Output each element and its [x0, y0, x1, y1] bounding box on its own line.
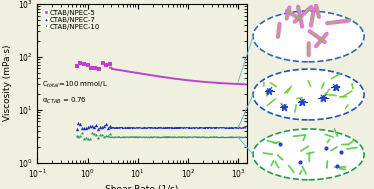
Ellipse shape — [253, 69, 364, 120]
Text: α$_{CTAB}$ = 0.76: α$_{CTAB}$ = 0.76 — [42, 96, 86, 106]
Point — [85, 63, 91, 66]
Point — [82, 137, 88, 140]
Point — [74, 128, 80, 131]
Point — [82, 127, 88, 130]
Point — [99, 62, 105, 65]
Point — [103, 134, 109, 137]
Point — [91, 132, 97, 135]
Point — [77, 61, 83, 64]
Point — [81, 63, 87, 66]
Ellipse shape — [253, 11, 364, 62]
Y-axis label: Viscosity (mPa·s): Viscosity (mPa·s) — [3, 45, 12, 121]
Point — [95, 137, 101, 140]
Point — [77, 122, 83, 125]
Point — [89, 67, 95, 70]
Point — [107, 133, 113, 136]
Point — [91, 126, 97, 129]
Point — [101, 125, 107, 128]
Point — [93, 124, 99, 127]
Point — [103, 63, 109, 66]
Point — [88, 124, 94, 127]
Point — [107, 63, 113, 66]
Point — [83, 127, 89, 130]
X-axis label: Shear Rate (1/s): Shear Rate (1/s) — [105, 185, 179, 189]
Point — [92, 67, 98, 70]
Point — [89, 131, 95, 134]
Point — [85, 137, 91, 140]
Point — [99, 125, 105, 128]
Point — [88, 137, 94, 140]
Point — [97, 134, 103, 137]
Point — [105, 127, 111, 130]
Point — [76, 135, 82, 138]
Point — [101, 136, 107, 139]
Point — [83, 136, 89, 139]
Point — [99, 134, 105, 137]
Point — [89, 125, 95, 128]
Point — [107, 124, 113, 127]
Point — [74, 65, 80, 68]
Point — [79, 126, 85, 129]
Point — [85, 126, 91, 129]
Point — [105, 134, 111, 137]
Legend: CTAB/NPEC-5, CTAB/NPEC-7, CTAB/NPEC-10: CTAB/NPEC-5, CTAB/NPEC-7, CTAB/NPEC-10 — [43, 9, 101, 30]
Point — [79, 132, 85, 135]
Ellipse shape — [253, 129, 364, 180]
Point — [74, 134, 80, 137]
Point — [77, 135, 83, 138]
Point — [96, 67, 102, 70]
Text: C$_{total}$=100 mmol/L: C$_{total}$=100 mmol/L — [42, 80, 107, 90]
Point — [93, 134, 99, 137]
Point — [76, 122, 82, 125]
Point — [97, 126, 103, 129]
Point — [95, 127, 101, 130]
Point — [103, 123, 109, 126]
